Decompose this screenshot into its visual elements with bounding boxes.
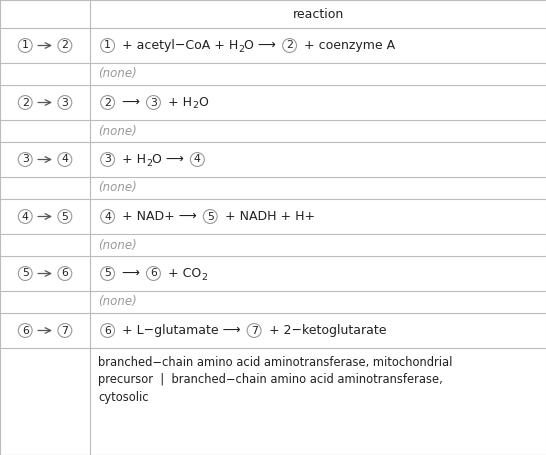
Text: 2: 2 [62, 40, 68, 51]
Text: 7: 7 [251, 325, 258, 335]
Text: 4: 4 [194, 155, 201, 165]
Text: + CO: + CO [164, 267, 201, 280]
Text: reaction: reaction [293, 7, 343, 20]
Text: 4: 4 [22, 212, 28, 222]
Text: ⟶: ⟶ [118, 96, 144, 109]
Text: 6: 6 [62, 268, 68, 278]
Text: (none): (none) [98, 182, 137, 194]
Text: 4: 4 [62, 155, 68, 165]
Text: (none): (none) [98, 238, 137, 252]
Text: 3: 3 [22, 155, 28, 165]
Text: O ⟶: O ⟶ [152, 153, 188, 166]
Text: + NADH + H+: + NADH + H+ [221, 210, 315, 223]
Text: (none): (none) [98, 67, 137, 81]
Text: 5: 5 [207, 212, 213, 222]
Text: + L−glutamate ⟶: + L−glutamate ⟶ [118, 324, 245, 337]
Text: + H: + H [118, 153, 146, 166]
Text: (none): (none) [98, 125, 137, 137]
Text: (none): (none) [98, 295, 137, 308]
Text: + NAD+ ⟶: + NAD+ ⟶ [118, 210, 201, 223]
Text: 6: 6 [104, 325, 111, 335]
Text: O ⟶: O ⟶ [245, 39, 280, 52]
Text: 5: 5 [22, 268, 28, 278]
Text: 5: 5 [62, 212, 68, 222]
Text: 3: 3 [62, 97, 68, 107]
Text: 2: 2 [239, 45, 245, 54]
Text: 6: 6 [22, 325, 28, 335]
Text: O: O [198, 96, 208, 109]
Text: ⟶: ⟶ [118, 267, 144, 280]
Text: 5: 5 [104, 268, 111, 278]
Text: 1: 1 [104, 40, 111, 51]
Text: + H: + H [164, 96, 192, 109]
Text: + 2−ketoglutarate: + 2−ketoglutarate [265, 324, 386, 337]
Text: + coenzyme A: + coenzyme A [300, 39, 395, 52]
Text: 1: 1 [22, 40, 28, 51]
Text: 4: 4 [104, 212, 111, 222]
Text: 2: 2 [201, 273, 207, 282]
Text: 7: 7 [62, 325, 68, 335]
Text: 2: 2 [286, 40, 293, 51]
Text: 3: 3 [150, 97, 157, 107]
Text: 6: 6 [150, 268, 157, 278]
Text: branched−chain amino acid aminotransferase, mitochondrial
precursor  |  branched: branched−chain amino acid aminotransfera… [98, 356, 453, 404]
Text: 2: 2 [22, 97, 28, 107]
Text: 3: 3 [104, 155, 111, 165]
Text: 2: 2 [146, 158, 152, 167]
Text: 2: 2 [104, 97, 111, 107]
Text: + acetyl−CoA + H: + acetyl−CoA + H [118, 39, 239, 52]
Text: 2: 2 [192, 101, 198, 111]
